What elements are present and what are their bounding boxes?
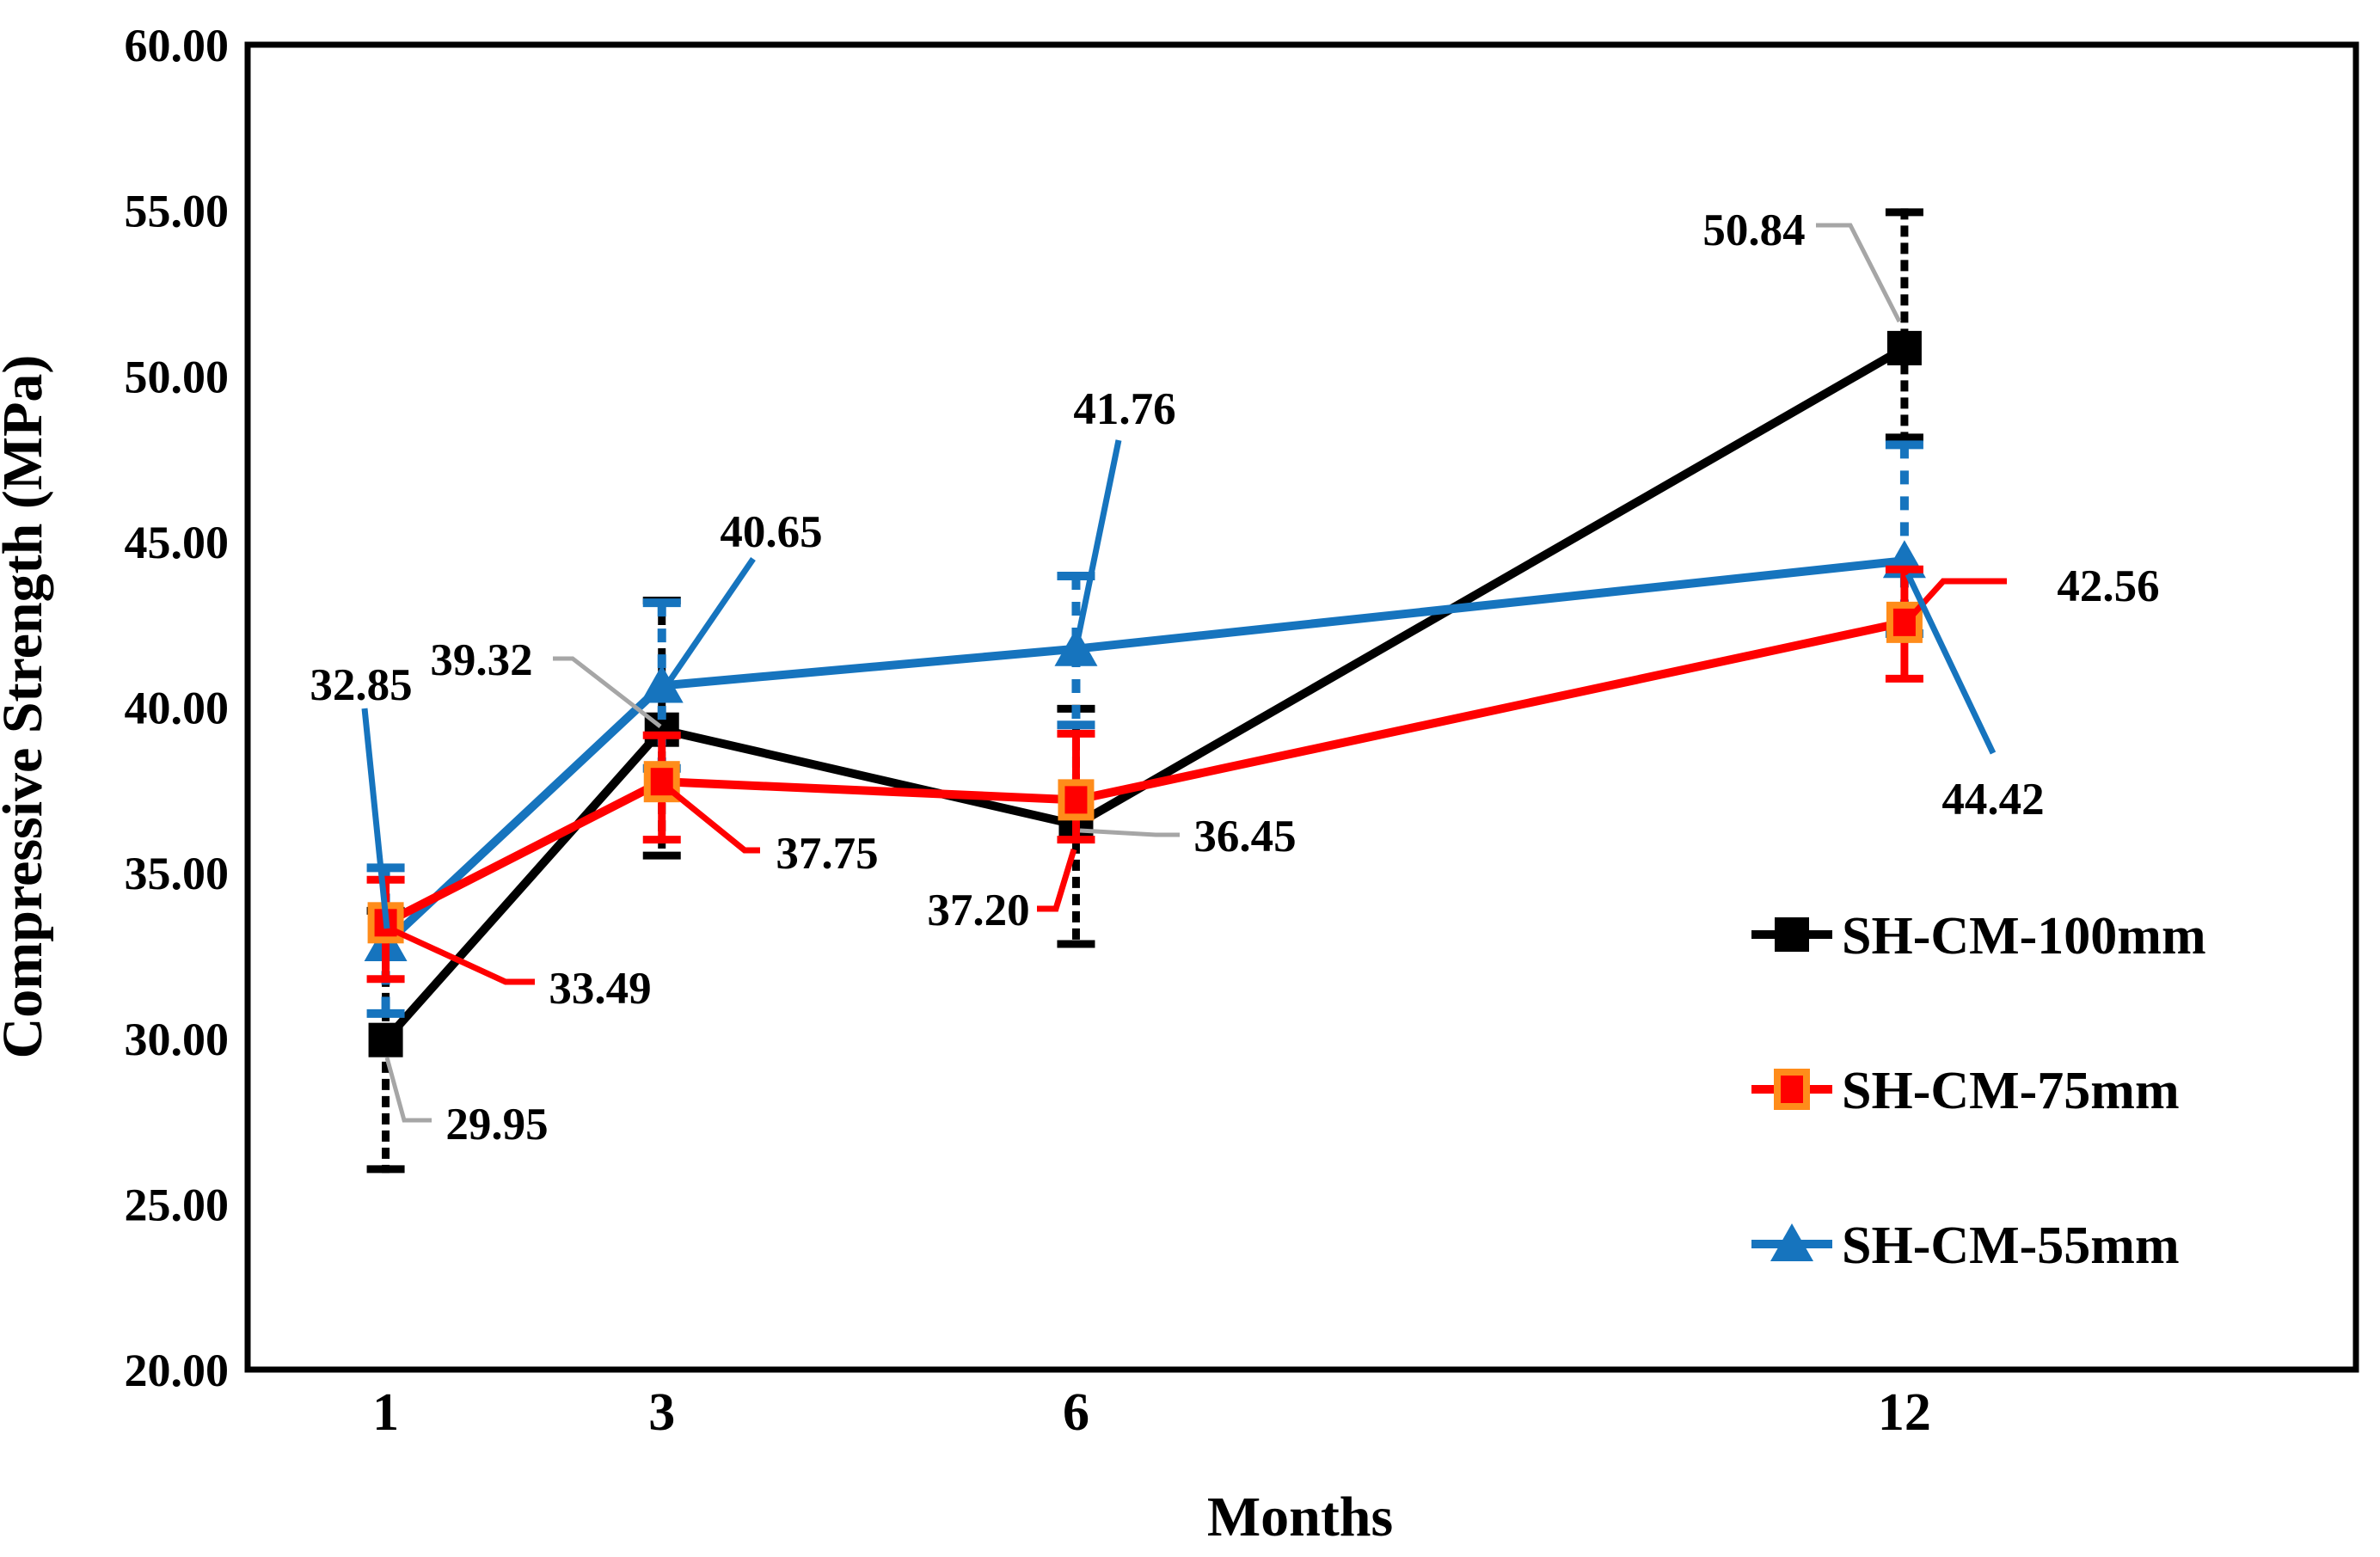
legend-label: SH-CM-100mm (1842, 907, 2206, 965)
series-SH-CM-55mm (364, 440, 1926, 1018)
data-point-marker-SH-CM-100mm (368, 1022, 403, 1057)
data-point-marker-SH-CM-55mm (1054, 628, 1098, 666)
annotation-label: 37.75 (776, 829, 878, 879)
legend-marker-square-icon (1774, 1069, 1810, 1110)
annotation-leader (384, 1057, 432, 1123)
annotation-leader (1074, 439, 1122, 642)
series-SH-CM-100mm (366, 208, 1923, 1174)
data-point-marker-SH-CM-55mm (640, 665, 684, 703)
annotation-layer: 29.95 33.49 32.85 39.32 40.65 37.75 41.76 36.45… (310, 205, 2159, 1149)
annotation-label: 44.42 (1941, 775, 2044, 824)
series-line-SH-CM-55mm (383, 556, 1905, 947)
legend-item-SH-CM-75mm: SH-CM-75mm (1751, 1062, 2180, 1120)
annotation-leader (361, 708, 390, 929)
annotation-label: 33.49 (549, 964, 651, 1014)
plot-area-border (244, 41, 2359, 1373)
annotation-leader (1816, 223, 1902, 323)
legend-label: SH-CM-75mm (1842, 1062, 2180, 1120)
x-tick-label: 6 (1063, 1383, 1089, 1442)
series-SH-CM-75mm (366, 565, 1923, 984)
axes: 60.00 55.00 50.00 45.00 40.00 35.00 30.00 25.00… (125, 20, 1931, 1442)
annotation-leader (388, 925, 535, 985)
annotation-label: 39.32 (430, 635, 532, 685)
annotation-label: 36.45 (1193, 812, 1296, 861)
data-point-marker-SH-CM-75mm (1058, 779, 1095, 821)
annotation-leader (1079, 828, 1180, 837)
y-tick-label: 30.00 (125, 1014, 230, 1065)
annotation-leader (1905, 573, 1997, 755)
y-tick-label: 40.00 (125, 683, 230, 734)
x-tick-label: 1 (372, 1383, 399, 1442)
y-tick-label: 50.00 (125, 351, 230, 402)
annotation-label: 40.65 (720, 507, 822, 557)
x-tick-label: 3 (648, 1383, 675, 1442)
legend-item-SH-CM-100mm: SH-CM-100mm (1751, 907, 2206, 965)
x-axis-title: Months (1207, 1486, 1393, 1548)
plot-frame (244, 41, 2359, 1373)
annotation-label: 41.76 (1073, 384, 1175, 434)
series-layer (364, 208, 1926, 1174)
series-line-SH-CM-75mm (383, 617, 1905, 927)
annotation-leader (665, 557, 756, 686)
annotation-label: 42.56 (2057, 561, 2159, 611)
y-tick-label: 55.00 (125, 186, 230, 237)
y-tick-label: 20.00 (125, 1345, 230, 1396)
x-tick-label: 12 (1878, 1383, 1931, 1442)
legend-marker-square-icon (1775, 917, 1809, 952)
y-tick-label: 60.00 (125, 20, 230, 71)
data-point-marker-SH-CM-100mm (1886, 330, 1922, 365)
legend-item-SH-CM-55mm: SH-CM-55mm (1751, 1217, 2180, 1275)
annotation-label: 29.95 (445, 1100, 548, 1149)
y-tick-label: 35.00 (125, 848, 230, 899)
data-point-marker-SH-CM-75mm (1886, 601, 1923, 643)
y-axis-title: Compressive Strength (MPa) (0, 355, 54, 1059)
legend-label: SH-CM-55mm (1842, 1217, 2180, 1275)
annotation-label: 37.20 (927, 886, 1029, 935)
annotation-label: 32.85 (310, 660, 412, 710)
annotation-leader (665, 785, 760, 854)
y-tick-label: 25.00 (125, 1179, 230, 1230)
annotation-leader (1037, 848, 1077, 912)
y-tick-label: 45.00 (125, 517, 230, 568)
legend: SH-CM-100mm SH-CM-75mm SH-CM-55mm (1751, 907, 2206, 1275)
series-line-SH-CM-100mm (382, 344, 1907, 1043)
annotation-leader (553, 656, 662, 728)
annotation-label: 50.84 (1702, 205, 1805, 255)
legend-marker-triangle-icon (1770, 1223, 1813, 1261)
